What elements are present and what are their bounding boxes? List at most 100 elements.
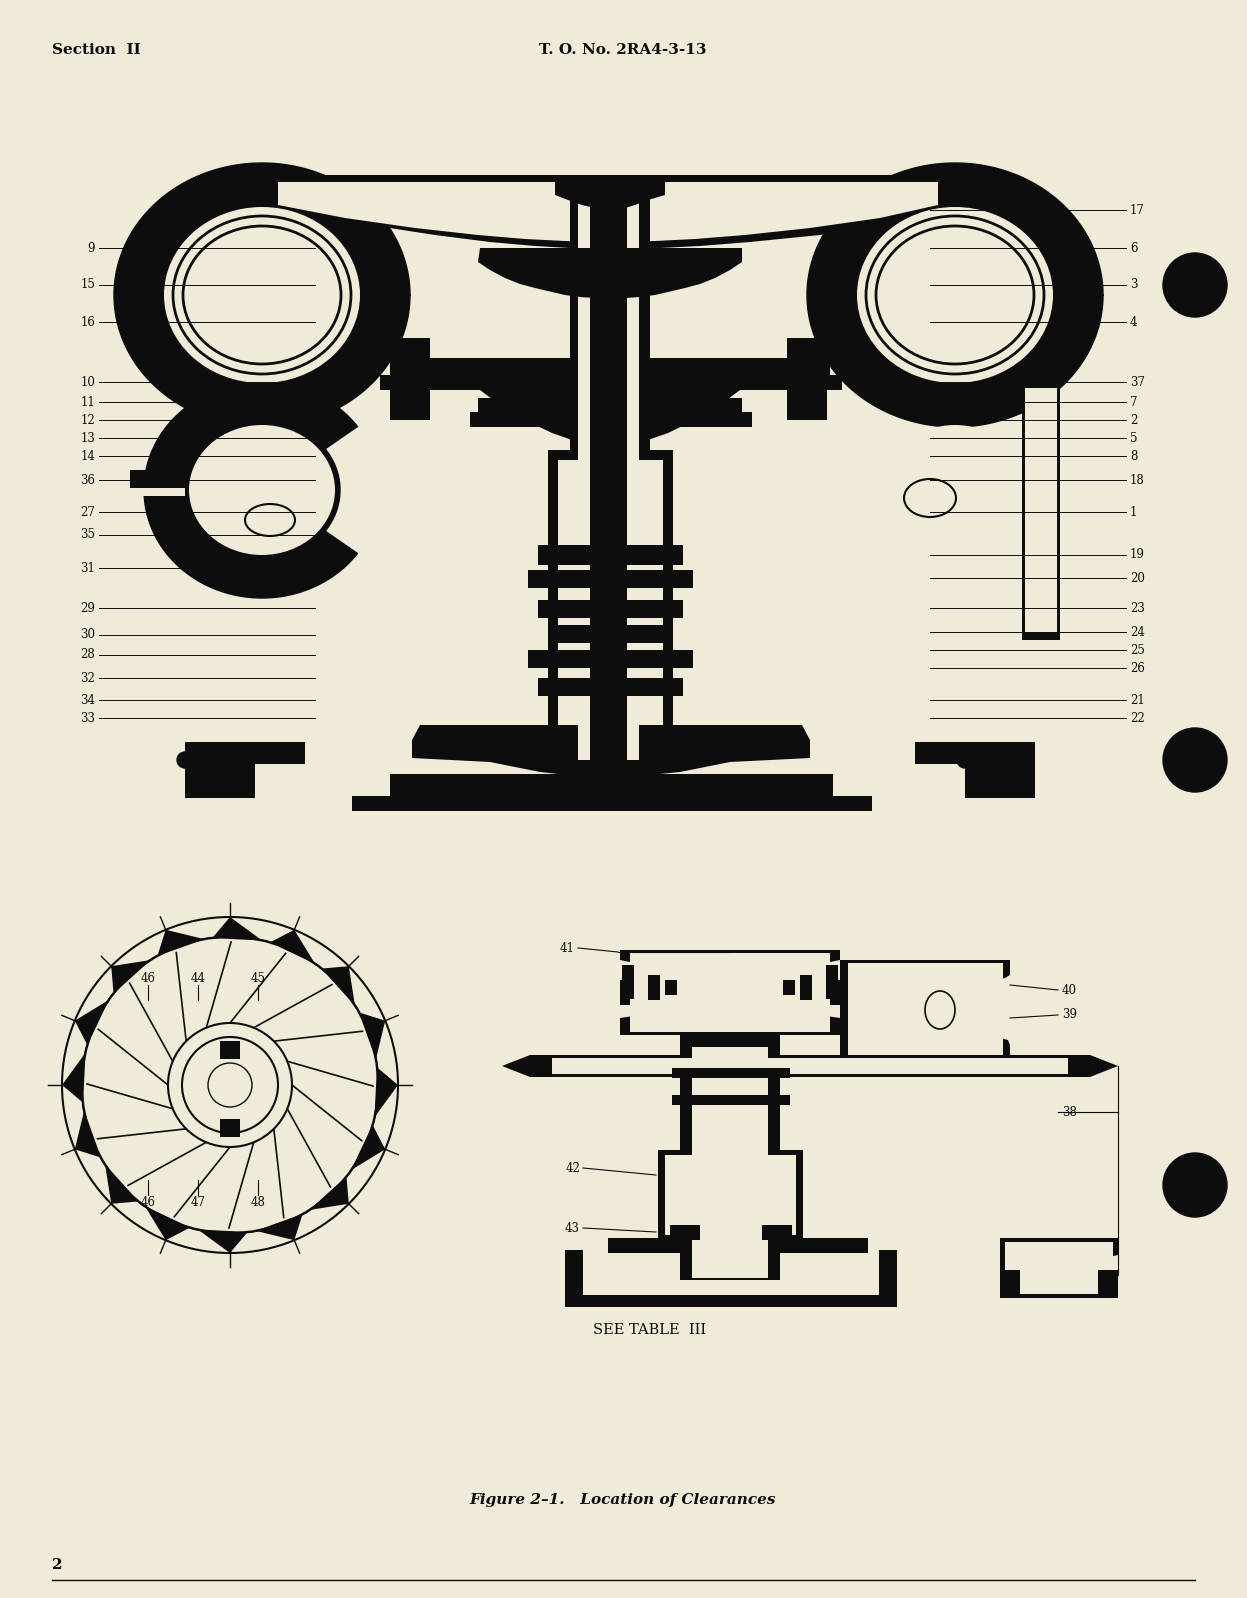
Polygon shape — [143, 382, 358, 598]
Circle shape — [956, 753, 973, 769]
Bar — [579, 200, 590, 761]
Bar — [762, 1226, 792, 1240]
Polygon shape — [555, 176, 665, 209]
Ellipse shape — [190, 425, 335, 555]
Polygon shape — [322, 967, 355, 1005]
Text: 47: 47 — [191, 1195, 206, 1208]
Text: 7: 7 — [1130, 395, 1137, 409]
Bar — [742, 1155, 796, 1235]
Bar — [530, 1055, 552, 1077]
Bar — [535, 1058, 1085, 1074]
Bar — [352, 796, 872, 812]
Polygon shape — [266, 176, 950, 249]
Circle shape — [176, 209, 348, 380]
Circle shape — [208, 1063, 252, 1107]
Bar — [565, 1294, 897, 1307]
Bar — [680, 1036, 781, 1047]
Bar — [537, 599, 683, 618]
Text: 46: 46 — [141, 1195, 156, 1208]
Circle shape — [82, 936, 378, 1234]
Text: 17: 17 — [1130, 203, 1145, 216]
Text: 38: 38 — [1062, 1106, 1077, 1119]
Bar — [185, 761, 254, 797]
Bar — [1023, 631, 1060, 641]
Bar — [527, 570, 693, 588]
Text: Figure 2–1.   Location of Clearances: Figure 2–1. Location of Clearances — [470, 1493, 776, 1507]
Polygon shape — [737, 339, 827, 420]
Text: 23: 23 — [1130, 601, 1145, 615]
Text: 43: 43 — [565, 1221, 580, 1235]
Bar — [110, 150, 1090, 820]
Circle shape — [207, 753, 223, 769]
Ellipse shape — [882, 425, 1028, 555]
Bar — [672, 1095, 791, 1104]
Text: 48: 48 — [251, 1195, 266, 1208]
Bar — [390, 358, 831, 380]
Bar — [1025, 384, 1057, 638]
Polygon shape — [412, 725, 811, 775]
Bar — [670, 1226, 700, 1240]
Bar — [1005, 1242, 1114, 1294]
Circle shape — [1163, 252, 1227, 316]
Bar — [840, 960, 848, 1058]
Bar — [680, 1036, 781, 1280]
Text: 32: 32 — [80, 671, 95, 684]
Text: 5: 5 — [1130, 431, 1137, 444]
Polygon shape — [105, 1165, 138, 1203]
Bar — [627, 200, 638, 761]
Bar — [537, 545, 683, 566]
Text: 18: 18 — [1130, 473, 1145, 486]
Text: 46: 46 — [141, 972, 156, 984]
Text: 24: 24 — [1130, 625, 1145, 639]
Text: 20: 20 — [1130, 572, 1145, 585]
Bar — [672, 1067, 791, 1079]
Circle shape — [182, 1037, 278, 1133]
Ellipse shape — [925, 991, 955, 1029]
Polygon shape — [480, 376, 742, 449]
Polygon shape — [807, 163, 1104, 427]
Ellipse shape — [244, 503, 296, 535]
Bar — [380, 376, 842, 390]
Circle shape — [1163, 729, 1227, 793]
Bar — [1023, 380, 1060, 641]
Bar — [630, 952, 831, 1032]
Text: 3: 3 — [1130, 278, 1137, 291]
Bar — [648, 975, 660, 1000]
Bar — [470, 412, 752, 427]
Bar — [130, 470, 185, 487]
Bar — [609, 1238, 868, 1253]
Bar — [1000, 1270, 1020, 1298]
Ellipse shape — [165, 208, 360, 384]
Text: 15: 15 — [80, 278, 95, 291]
Text: 26: 26 — [1130, 662, 1145, 674]
Ellipse shape — [183, 225, 340, 364]
Polygon shape — [359, 1013, 385, 1059]
Bar — [692, 1040, 768, 1278]
Text: 4: 4 — [1130, 315, 1137, 329]
Bar — [219, 1040, 239, 1059]
Polygon shape — [113, 163, 410, 427]
Text: 35: 35 — [80, 529, 95, 542]
Text: 2: 2 — [52, 1558, 62, 1572]
Polygon shape — [1000, 1238, 1119, 1298]
Text: 39: 39 — [1062, 1008, 1077, 1021]
Bar — [665, 1155, 720, 1235]
Text: 34: 34 — [80, 694, 95, 706]
Bar — [658, 1151, 726, 1238]
Circle shape — [62, 917, 398, 1253]
Circle shape — [1163, 1154, 1227, 1218]
Polygon shape — [256, 1214, 303, 1240]
Bar — [570, 176, 650, 775]
Text: 33: 33 — [80, 711, 95, 724]
Circle shape — [177, 753, 193, 769]
Polygon shape — [75, 1111, 101, 1157]
Text: 2: 2 — [1130, 414, 1137, 427]
Bar — [547, 451, 673, 730]
Polygon shape — [478, 248, 742, 297]
Bar — [783, 980, 796, 996]
Polygon shape — [503, 1055, 530, 1077]
Polygon shape — [1090, 1055, 1119, 1077]
Text: SEE TABLE  III: SEE TABLE III — [594, 1323, 707, 1338]
Text: 45: 45 — [251, 972, 266, 984]
Text: 6: 6 — [1130, 241, 1137, 254]
